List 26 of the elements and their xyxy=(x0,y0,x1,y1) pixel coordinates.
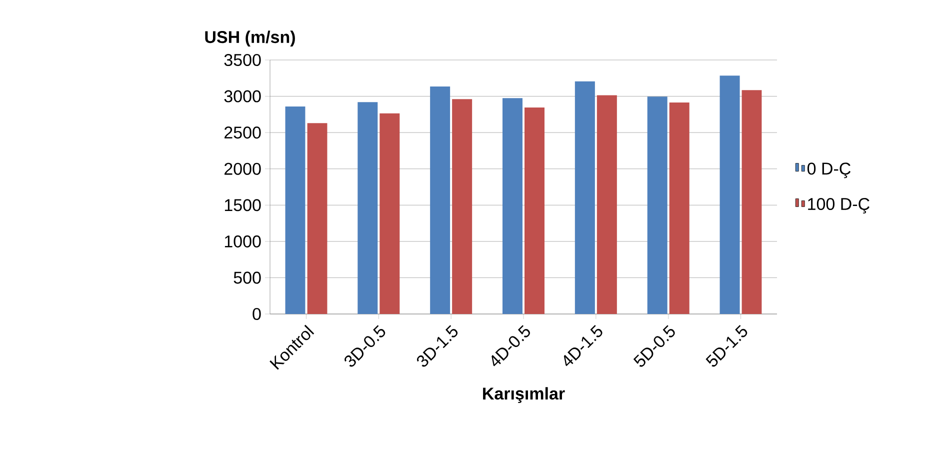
y-axis-title: USH (m/sn) xyxy=(205,30,295,46)
y-tick-label: 1500 xyxy=(224,199,261,212)
bar xyxy=(452,99,472,314)
bar xyxy=(647,96,668,314)
bar xyxy=(669,102,690,314)
y-tick-label: 500 xyxy=(234,272,261,284)
bar xyxy=(285,106,306,314)
y-tick-label: 1000 xyxy=(224,235,261,248)
bar xyxy=(574,81,595,314)
bar xyxy=(307,123,328,314)
bar xyxy=(380,113,400,314)
bar xyxy=(524,108,544,314)
bar xyxy=(430,86,450,314)
bar xyxy=(596,95,617,314)
y-tick-label: 3500 xyxy=(224,54,261,66)
y-tick-label: 3000 xyxy=(224,90,261,102)
bar xyxy=(502,98,523,314)
bar xyxy=(720,76,740,314)
x-axis-title: Karışımlar xyxy=(483,387,565,403)
y-tick-label: 2500 xyxy=(224,126,261,139)
bar xyxy=(742,90,762,314)
legend-label: 100 D-Ç xyxy=(808,198,870,214)
legend-label: 0 D-Ç xyxy=(807,162,851,178)
y-tick-label: 2000 xyxy=(224,162,261,175)
y-tick-label: 0 xyxy=(252,308,261,320)
bar xyxy=(358,102,378,314)
